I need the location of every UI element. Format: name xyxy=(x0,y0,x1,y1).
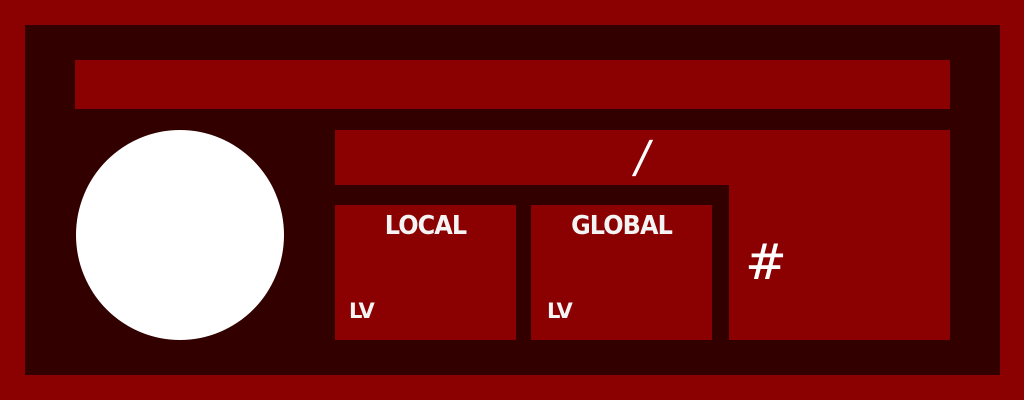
top-bar xyxy=(75,60,950,109)
global-card[interactable]: GLOBAL LV xyxy=(531,205,712,340)
global-level-label: LV xyxy=(547,299,573,323)
global-card-title: GLOBAL xyxy=(571,211,673,241)
side-panel: # xyxy=(729,130,950,340)
local-level-label: LV xyxy=(349,299,375,323)
avatar xyxy=(76,130,284,340)
side-panel-symbol: # xyxy=(745,233,787,291)
local-card-title: LOCAL xyxy=(384,211,467,241)
local-card[interactable]: LOCAL LV xyxy=(335,205,516,340)
